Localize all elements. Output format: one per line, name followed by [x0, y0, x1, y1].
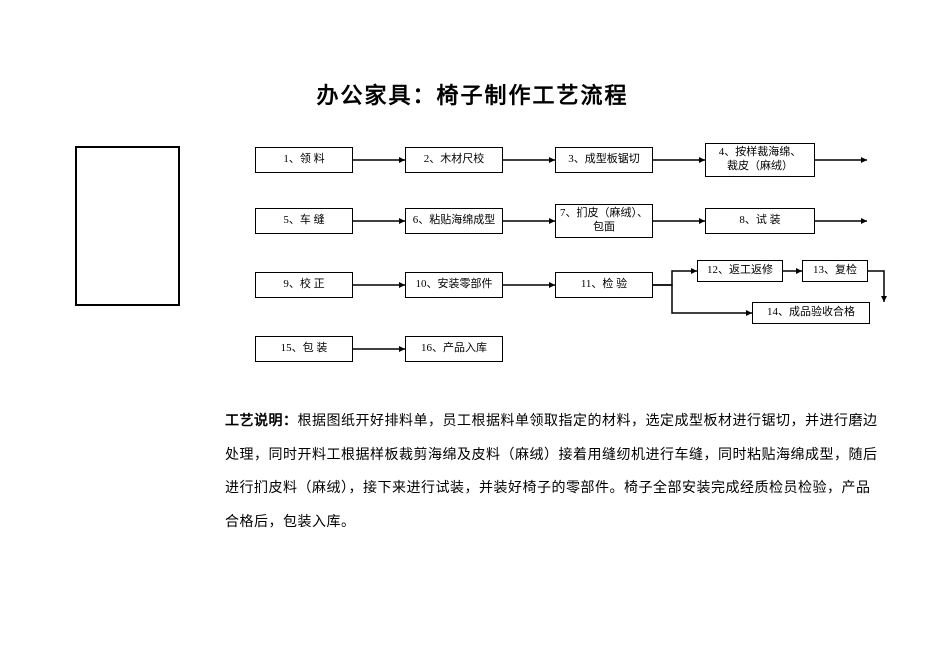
node-14: 14、成品验收合格	[752, 302, 870, 324]
description-text: 根据图纸开好排料单，员工根据料单领取指定的材料，选定成型板材进行锯切，并进行磨边…	[225, 414, 878, 530]
node-5: 5、车 缝	[255, 208, 353, 234]
node-8: 8、试 装	[705, 208, 815, 234]
description-label: 工艺说明：	[225, 414, 298, 429]
arrow-a11_down	[653, 285, 752, 313]
page-root: 办公家具：椅子制作工艺流程 1、领 料 2、木材尺校 3、成型板锯切 4、按样裁…	[0, 0, 945, 669]
left-image-frame	[75, 146, 180, 306]
node-7: 7、扪皮（麻绒）、包面	[555, 204, 653, 238]
node-2: 2、木材尺校	[405, 147, 503, 173]
arrow-a11_up	[653, 271, 697, 285]
node-3: 3、成型板锯切	[555, 147, 653, 173]
page-title: 办公家具：椅子制作工艺流程	[0, 78, 945, 110]
arrow-a13	[868, 271, 884, 302]
node-9: 9、校 正	[255, 272, 353, 298]
node-11: 11、检 验	[555, 272, 653, 298]
process-description: 工艺说明：根据图纸开好排料单，员工根据料单领取指定的材料，选定成型板材进行锯切，…	[225, 405, 883, 539]
node-13: 13、复检	[802, 260, 868, 282]
node-1: 1、领 料	[255, 147, 353, 173]
node-6: 6、粘贴海绵成型	[405, 208, 503, 234]
node-15: 15、包 装	[255, 336, 353, 362]
node-12: 12、返工返修	[697, 260, 783, 282]
node-4: 4、按样裁海绵、裁皮（麻绒）	[705, 143, 815, 177]
node-16: 16、产品入库	[405, 336, 503, 362]
node-10: 10、安装零部件	[405, 272, 503, 298]
